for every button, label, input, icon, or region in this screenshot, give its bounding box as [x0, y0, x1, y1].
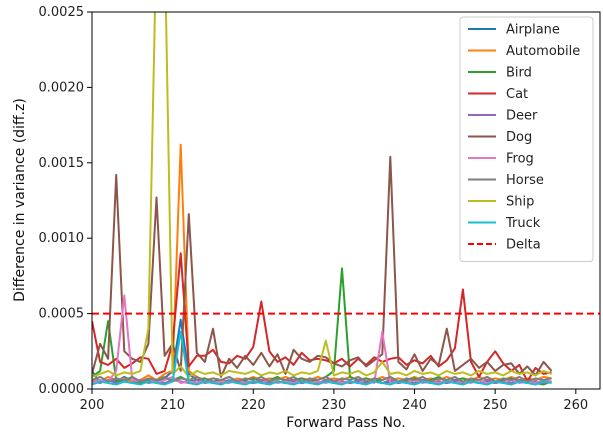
x-tick-label: 260 — [563, 398, 588, 413]
legend-label-delta: Delta — [506, 238, 541, 253]
y-tick-label: 0.0020 — [39, 80, 85, 95]
series-line-ship — [92, 12, 552, 378]
y-axis: 0.0000 0.0005 0.0010 0.0015 0.0020 0.0025 — [39, 5, 92, 397]
legend-label-horse: Horse — [506, 173, 544, 188]
x-tick-label: 200 — [80, 398, 105, 413]
y-tick-label: 0.0025 — [39, 5, 85, 20]
x-tick-label: 230 — [321, 398, 346, 413]
legend-label-cat: Cat — [506, 87, 528, 102]
legend-label-dog: Dog — [506, 130, 532, 145]
y-tick-label: 0.0000 — [39, 382, 85, 397]
x-tick-label: 210 — [160, 398, 185, 413]
series-line-horse — [92, 375, 552, 383]
x-axis: 200 210 220 230 240 250 260 — [80, 389, 588, 413]
series-line-truck — [92, 330, 552, 386]
y-tick-label: 0.0005 — [39, 307, 85, 322]
plot-area — [91, 11, 601, 390]
legend-label-ship: Ship — [506, 195, 534, 210]
y-tick-label: 0.0015 — [39, 156, 85, 171]
legend-label-airplane: Airplane — [506, 23, 560, 38]
x-tick-label: 250 — [483, 398, 508, 413]
y-axis-label: Difference in variance (diff.z) — [12, 98, 28, 302]
x-tick-label: 240 — [402, 398, 427, 413]
series-layer — [92, 12, 553, 386]
x-tick-label: 220 — [241, 398, 266, 413]
x-axis-label: Forward Pass No. — [286, 415, 405, 431]
legend-label-frog: Frog — [506, 152, 534, 167]
plot-frame — [91, 11, 601, 390]
series-line-airplane — [92, 318, 552, 384]
legend: Airplane Automobile Bird Cat Deer Dog Frog Hors… — [459, 16, 594, 262]
legend-label-bird: Bird — [506, 66, 532, 81]
legend-label-automobile: Automobile — [506, 44, 580, 59]
legend-label-truck: Truck — [505, 216, 541, 231]
legend-label-deer: Deer — [506, 109, 538, 124]
y-tick-label: 0.0010 — [39, 231, 85, 246]
